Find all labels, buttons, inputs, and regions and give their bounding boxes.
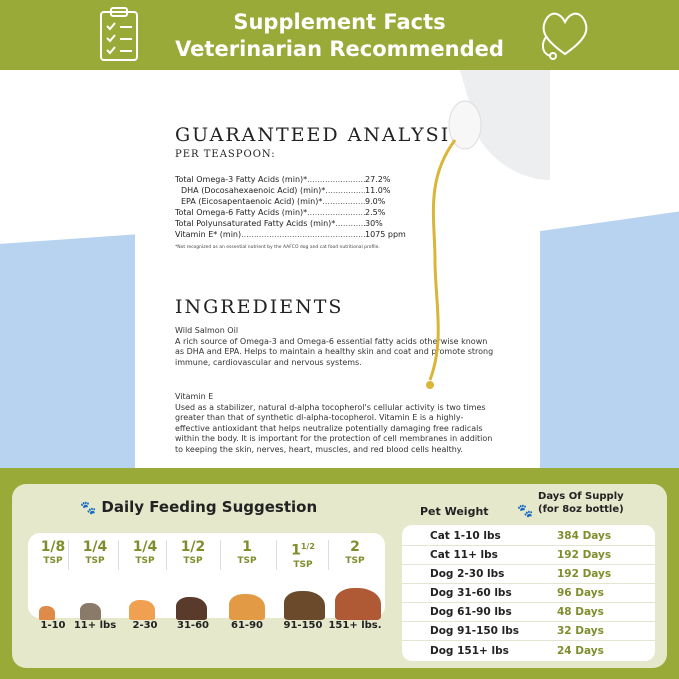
divider [328,540,329,570]
divider [276,540,277,570]
feeding-column: 1/4 TSP [132,539,158,566]
paw-icon: 🐾 [517,504,534,519]
feeding-column: 11/2 TSP [291,542,315,570]
analysis-row: Total Omega-3 Fatty Acids (min)*27.2% [175,174,415,185]
weight-label: 11+ lbs [73,620,117,631]
supply-row: Dog 151+ lbs 24 Days [430,644,604,657]
supply-row: Cat 11+ lbs 192 Days [402,546,655,565]
ingredients-title: INGREDIENTS [175,296,344,318]
weight-label: 1-10 [40,620,66,631]
golden-retriever-illustration [229,594,265,620]
supply-row: Dog 61-90 lbs 48 Days [402,603,655,622]
feeding-column: 1/8 TSP [40,539,66,566]
weight-label: 31-60 [177,620,209,631]
content-area: GUARANTEED ANALYSIS PER TEASPOON: Total … [0,70,679,468]
weight-label: 151+ lbs. [328,620,382,631]
weight-label: 61-90 [231,620,263,631]
ingredient-item: Vitamin E Used as a stabilizer, natural d… [175,392,493,454]
feeding-column: 2 TSP [345,539,365,566]
feeding-band: 🐾 Daily Feeding Suggestion 1/8 TSP 1-10 … [0,468,679,679]
analysis-subtitle: PER TEASPOON: [175,149,276,160]
cat-illustration [39,606,55,620]
header-band: Supplement Facts Veterinarian Recommended [0,0,679,70]
supply-row: Dog 31-60 lbs 96 Days [402,584,655,603]
corgi-illustration [129,600,155,620]
weight-label: 91-150 [283,620,323,631]
supply-row: Cat 1-10 lbs 384 Days [402,527,655,546]
analysis-table: Total Omega-3 Fatty Acids (min)*27.2% DH… [175,174,415,253]
ingredient-item: Wild Salmon Oil A rich source of Omega-3 … [175,326,494,367]
analysis-title: GUARANTEED ANALYSIS [175,124,466,146]
divider [166,540,167,570]
feeding-column: 1 TSP [237,539,257,566]
supply-row: Dog 91-150 lbs 32 Days [402,622,655,641]
divider [220,540,221,570]
header-title: Supplement Facts Veterinarian Recommended [175,10,504,61]
days-supply-header: Days Of Supply (for 8oz bottle) [538,491,624,515]
supply-table: Cat 1-10 lbs 384 Days Cat 11+ lbs 192 Days D… [402,525,655,661]
feeding-column: 1/4 TSP [82,539,108,566]
footnote: *Not recognized as an essential nutrient… [175,245,380,250]
saint-bernard-illustration [335,588,381,620]
divider [118,540,119,570]
clipboard-checklist-icon [100,7,138,61]
german-shepherd-illustration [284,591,325,620]
beagle-illustration [176,597,207,620]
heart-stethoscope-icon [541,12,588,60]
analysis-row: Vitamin E* (min)1075 ppm [175,229,415,240]
supply-row: Dog 2-30 lbs 192 Days [402,565,655,584]
analysis-row: DHA (Docosahexaenoic Acid) (min)*11.0% [175,185,415,196]
analysis-row: EPA (Eicosapentaenoic Acid) (min)*9.0% [175,196,415,207]
feeding-title: 🐾 Daily Feeding Suggestion [80,498,318,516]
pet-weight-header: Pet Weight [420,505,489,518]
feeding-column: 1/2 TSP [180,539,206,566]
cat-illustration [80,603,101,620]
weight-label: 2-30 [132,620,158,631]
divider [68,540,69,570]
oil-pour-illustration [426,70,550,389]
paw-icon: 🐾 [80,501,97,516]
analysis-row: Total Omega-6 Fatty Acids (min)*2.5% [175,207,415,218]
analysis-row: Total Polyunsaturated Fatty Acids (min)*… [175,218,415,229]
